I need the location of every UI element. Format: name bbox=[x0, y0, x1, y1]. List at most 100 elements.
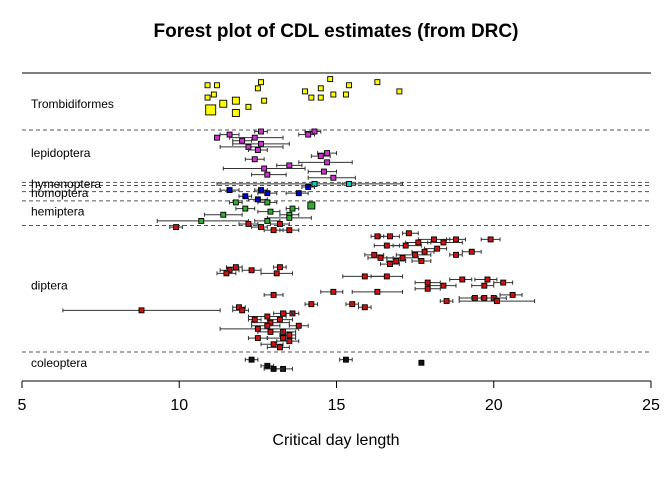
data-marks bbox=[62, 76, 536, 372]
estimate-point-diptera-42 bbox=[330, 288, 337, 295]
x-tick-label-4: 25 bbox=[642, 397, 660, 414]
estimate-point-homoptera-4 bbox=[264, 190, 271, 197]
group-label-homoptera: homoptera bbox=[31, 186, 89, 200]
estimate-point-trombidiformes-10 bbox=[342, 91, 349, 98]
estimate-point-diptera-24 bbox=[418, 258, 425, 264]
estimate-point-diptera-56 bbox=[239, 307, 246, 314]
estimate-point-hemiptera-9 bbox=[264, 217, 271, 224]
estimate-point-diptera-73 bbox=[276, 344, 283, 351]
estimate-point-hemiptera-6 bbox=[220, 211, 227, 218]
estimate-point-diptera-32 bbox=[273, 270, 280, 277]
estimate-point-diptera-67 bbox=[267, 328, 274, 335]
estimate-point-hymenoptera-1 bbox=[346, 180, 353, 187]
estimate-point-diptera-39 bbox=[440, 282, 447, 289]
estimate-point-diptera-19 bbox=[412, 251, 419, 258]
estimate-point-hemiptera-1 bbox=[232, 199, 239, 206]
estimate-point-diptera-70 bbox=[280, 335, 286, 342]
estimate-point-diptera-53 bbox=[361, 304, 368, 311]
estimate-point-diptera-71 bbox=[286, 338, 293, 345]
estimate-point-lepidoptera-17 bbox=[264, 171, 271, 178]
estimate-point-diptera-69 bbox=[254, 335, 261, 342]
estimate-point-homoptera-1 bbox=[226, 187, 233, 194]
estimate-point-trombidiformes-0 bbox=[327, 76, 334, 83]
estimate-point-trombidiformes-8 bbox=[396, 88, 403, 95]
estimate-point-lepidoptera-4 bbox=[214, 134, 220, 141]
estimate-point-hemiptera-2 bbox=[307, 201, 316, 210]
estimate-point-coleoptera-0 bbox=[248, 356, 255, 363]
group-label-hymenoptera: hymenoptera bbox=[31, 177, 101, 191]
estimate-point-lepidoptera-18 bbox=[330, 174, 337, 181]
estimate-point-diptera-68 bbox=[286, 332, 293, 338]
estimate-point-diptera-62 bbox=[267, 319, 274, 326]
estimate-point-hemiptera-3 bbox=[242, 205, 249, 212]
estimate-point-diptera-11 bbox=[487, 236, 494, 243]
estimate-point-diptera-13 bbox=[415, 239, 422, 246]
estimate-point-lepidoptera-3 bbox=[305, 131, 312, 138]
estimate-point-trombidiformes-3 bbox=[204, 82, 211, 89]
estimate-point-diptera-33 bbox=[361, 273, 368, 280]
estimate-point-diptera-48 bbox=[481, 295, 488, 301]
estimate-point-diptera-31 bbox=[223, 270, 230, 277]
estimate-point-diptera-21 bbox=[453, 251, 459, 258]
estimate-point-trombidiformes-21 bbox=[231, 109, 240, 117]
estimate-point-lepidoptera-9 bbox=[254, 147, 261, 153]
estimate-point-hemiptera-8 bbox=[286, 214, 293, 221]
estimate-point-diptera-45 bbox=[509, 291, 516, 298]
estimate-point-lepidoptera-15 bbox=[261, 165, 268, 172]
estimate-point-diptera-61 bbox=[251, 316, 258, 323]
estimate-point-lepidoptera-6 bbox=[239, 137, 246, 144]
estimate-point-diptera-10 bbox=[453, 236, 459, 243]
estimate-point-trombidiformes-2 bbox=[258, 79, 264, 86]
estimate-point-trombidiformes-12 bbox=[210, 91, 217, 98]
estimate-point-trombidiformes-4 bbox=[214, 82, 220, 89]
group-separators bbox=[22, 129, 651, 353]
chart-title: Forest plot of CDL estimates (from DRC) bbox=[154, 21, 519, 42]
estimate-point-homoptera-5 bbox=[242, 193, 249, 200]
estimate-point-diptera-8 bbox=[387, 233, 393, 240]
estimate-point-trombidiformes-17 bbox=[261, 97, 268, 104]
estimate-point-diptera-7 bbox=[374, 233, 381, 240]
estimate-point-diptera-25 bbox=[393, 258, 400, 264]
x-tick-label-2: 15 bbox=[328, 397, 346, 414]
x-axis-label: Critical day length bbox=[272, 432, 399, 449]
estimate-point-diptera-22 bbox=[399, 254, 406, 261]
estimate-point-lepidoptera-16 bbox=[320, 168, 327, 175]
estimate-point-diptera-1 bbox=[276, 221, 283, 227]
estimate-point-coleoptera-2 bbox=[418, 359, 425, 366]
group-label-coleoptera: coleoptera bbox=[31, 356, 87, 370]
estimate-point-diptera-51 bbox=[308, 301, 315, 308]
estimate-point-trombidiformes-13 bbox=[204, 94, 211, 101]
x-tick-label-1: 10 bbox=[170, 397, 188, 414]
estimate-point-lepidoptera-5 bbox=[251, 134, 258, 141]
estimate-point-trombidiformes-7 bbox=[254, 85, 261, 92]
estimate-point-trombidiformes-18 bbox=[219, 99, 228, 108]
estimate-point-diptera-49 bbox=[443, 298, 450, 305]
estimate-point-diptera-63 bbox=[264, 322, 271, 329]
estimate-point-lepidoptera-10 bbox=[324, 150, 331, 157]
estimate-point-diptera-28 bbox=[276, 264, 283, 271]
estimate-point-trombidiformes-5 bbox=[346, 82, 353, 89]
group-labels: Trombidiformes lepidoptera hymenopterahomo… bbox=[31, 97, 114, 370]
estimate-point-hemiptera-10 bbox=[198, 217, 205, 224]
estimate-point-lepidoptera-1 bbox=[258, 128, 264, 135]
estimate-point-diptera-54 bbox=[236, 304, 242, 311]
estimate-point-diptera-12 bbox=[440, 239, 447, 246]
estimate-point-homoptera-3 bbox=[295, 190, 302, 197]
estimate-point-trombidiformes-15 bbox=[308, 94, 315, 101]
estimate-point-trombidiformes-16 bbox=[231, 96, 240, 105]
estimate-point-lepidoptera-11 bbox=[317, 153, 324, 160]
x-tick-label-3: 20 bbox=[485, 397, 503, 414]
estimate-point-diptera-2 bbox=[173, 224, 180, 231]
estimate-point-diptera-40 bbox=[481, 282, 488, 289]
estimate-point-diptera-52 bbox=[349, 301, 356, 308]
estimate-point-diptera-9 bbox=[431, 236, 437, 243]
estimate-point-hemiptera-4 bbox=[289, 205, 296, 212]
estimate-point-diptera-14 bbox=[402, 242, 409, 249]
estimate-point-diptera-60 bbox=[276, 316, 283, 323]
group-label-trombidiformes: Trombidiformes bbox=[31, 97, 114, 111]
estimate-point-trombidiformes-19 bbox=[245, 103, 252, 110]
estimate-point-lepidoptera-7 bbox=[258, 140, 264, 147]
estimate-point-trombidiformes-20 bbox=[205, 104, 217, 116]
estimate-point-trombidiformes-6 bbox=[317, 85, 324, 92]
